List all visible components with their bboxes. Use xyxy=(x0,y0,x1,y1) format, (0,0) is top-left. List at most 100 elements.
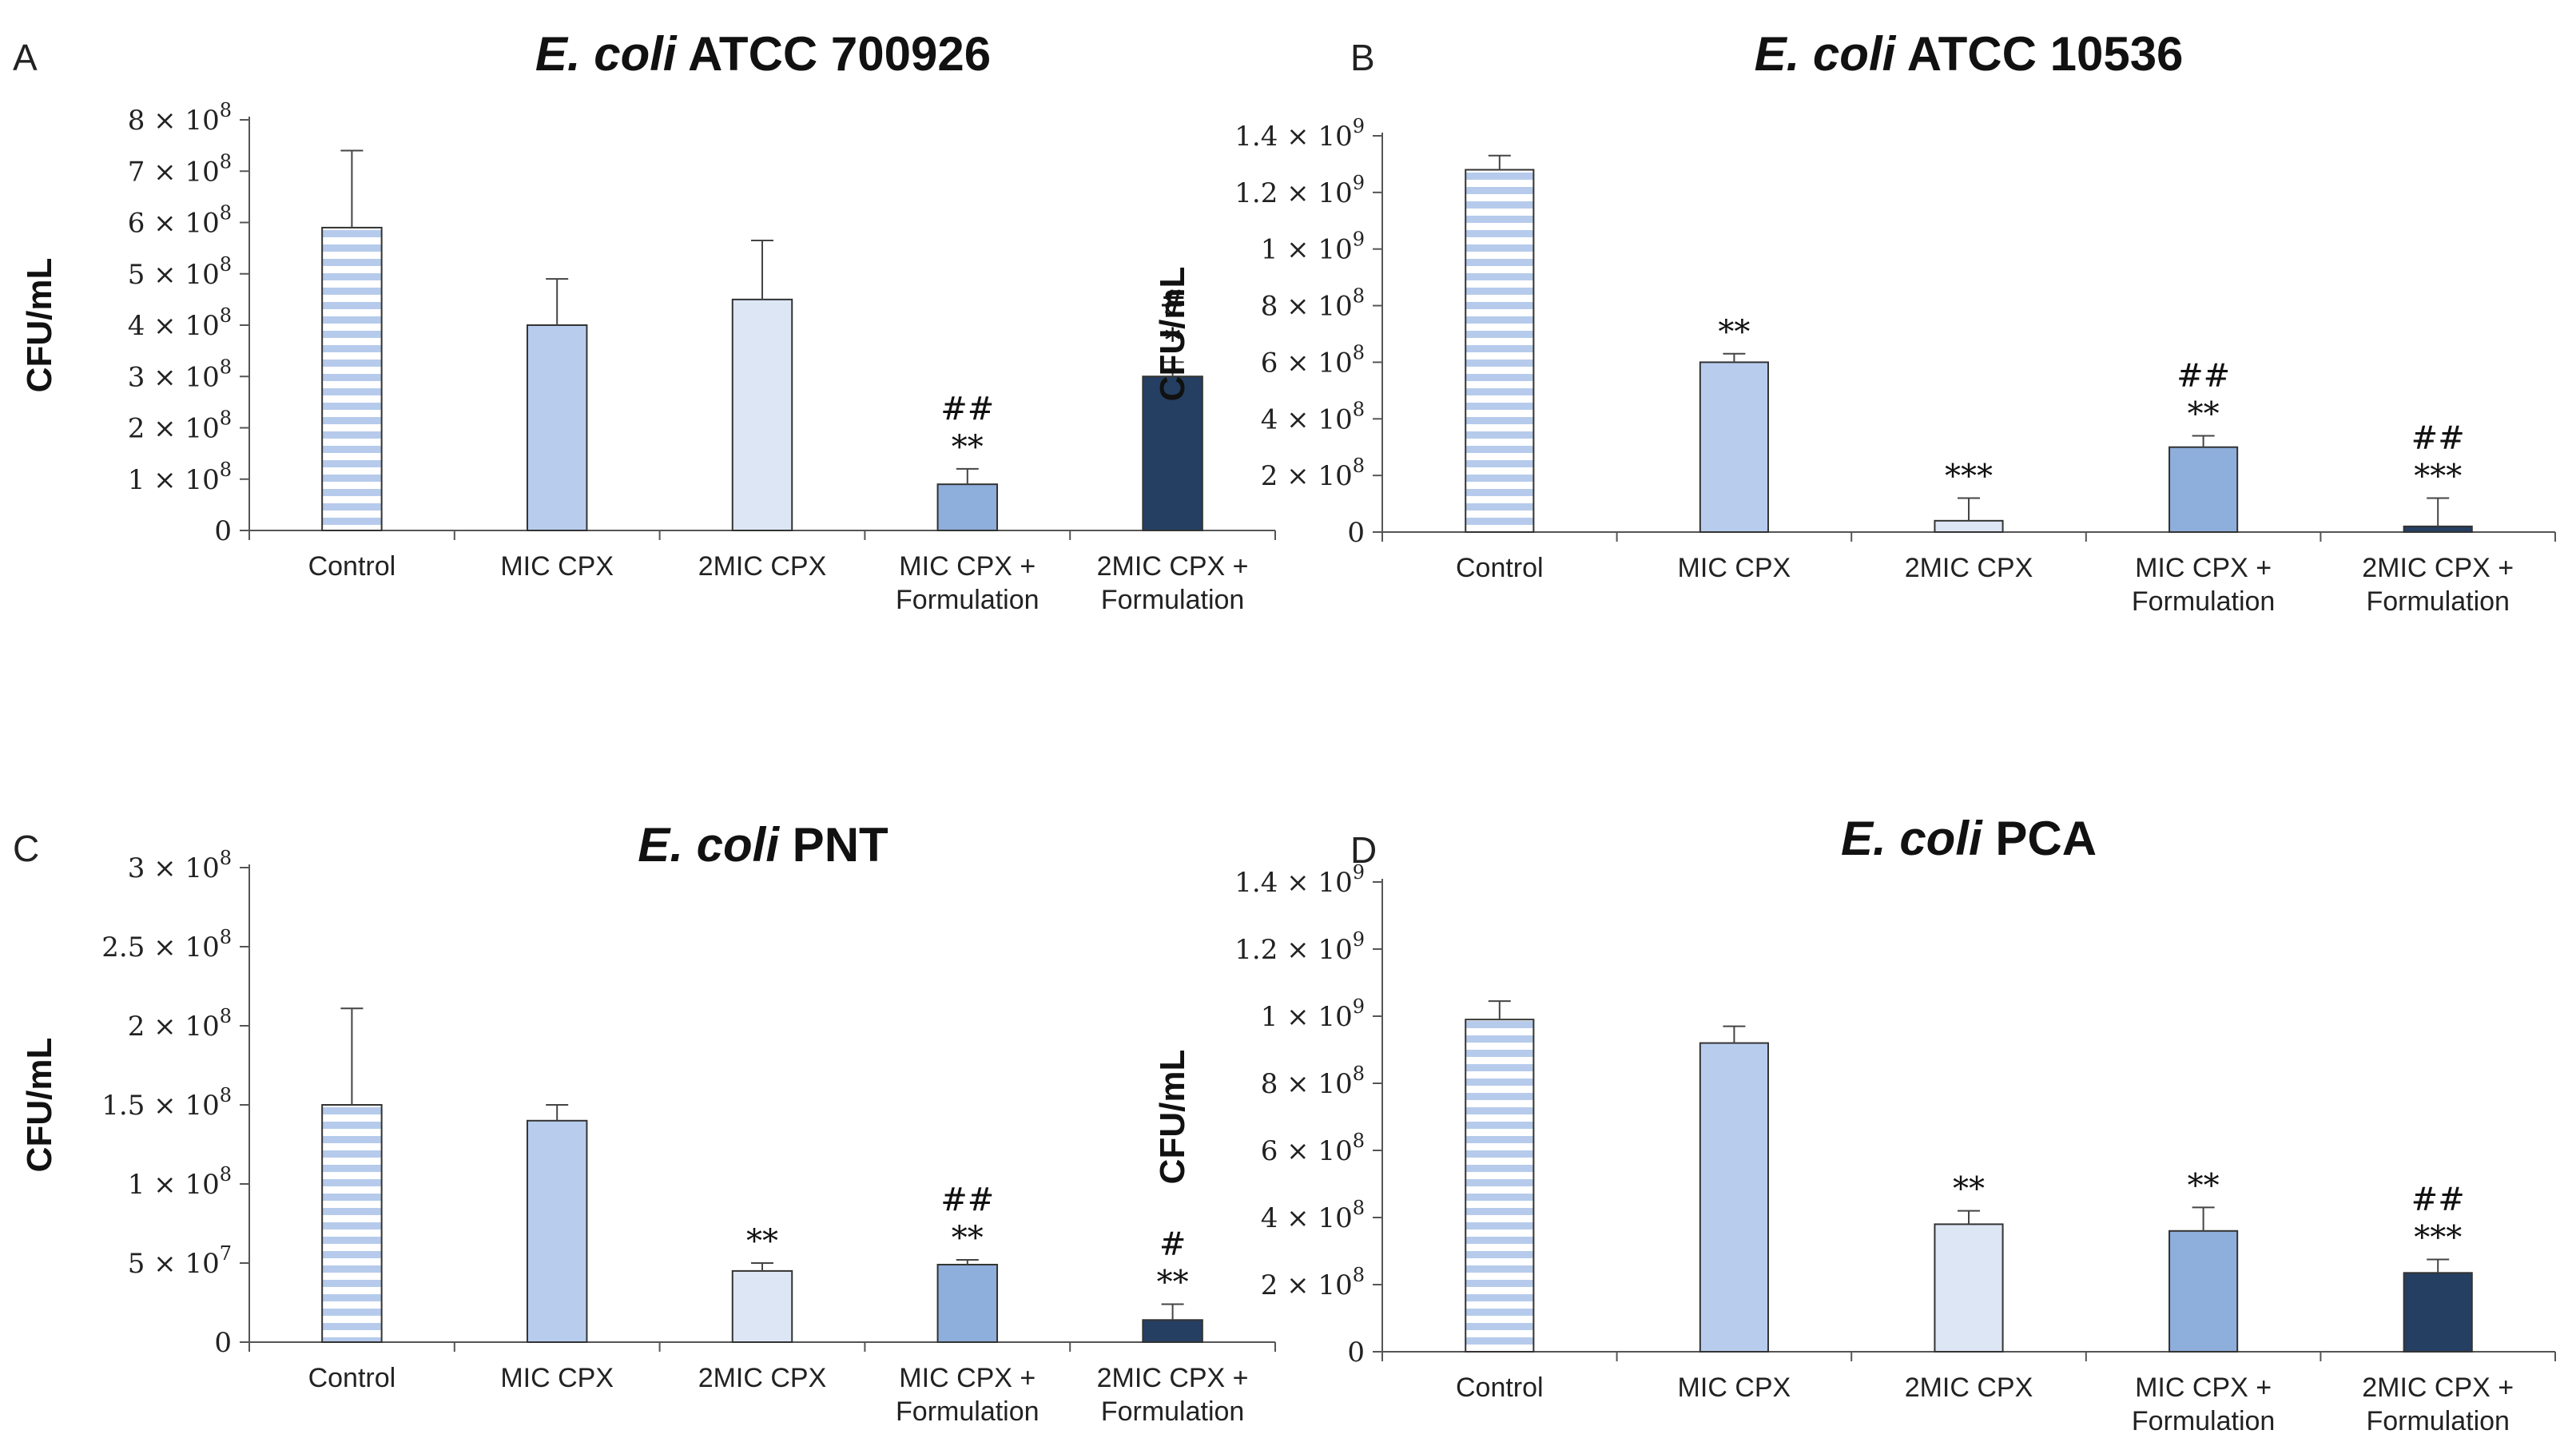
y-tick-label: 6 × 108 xyxy=(1261,1130,1365,1167)
y-axis-label-a: CFU/mL xyxy=(20,258,59,393)
chart-panel-c: C E. coli PNT CFU/mL 0 5 × 107 1 × 108 1.5 × 1… xyxy=(13,818,1276,1427)
chart-title-a: E. coli ATCC 700926 xyxy=(535,27,991,81)
significance-marker: ** xyxy=(1157,1264,1189,1301)
significance-marker: *** xyxy=(2414,458,2462,495)
chart-title-strain: ATCC 10536 xyxy=(1895,27,2183,81)
y-tick-label: 0 xyxy=(214,1327,232,1359)
significance-marker: ** xyxy=(746,1223,778,1260)
y-axis-label-b: CFU/mL xyxy=(1153,267,1192,402)
x-tick-label: 2MIC CPX + Formulation xyxy=(2362,1372,2514,1436)
y-tick-label: 8 × 108 xyxy=(1261,285,1365,323)
x-tick-label: 2MIC CPX + Formulation xyxy=(2362,553,2514,617)
x-tick-label: MIC CPX + Formulation xyxy=(2132,1372,2276,1436)
x-tick-label: Control xyxy=(308,551,396,582)
panel-letter-b: B xyxy=(1350,37,1375,78)
x-tick-label: MIC CPX xyxy=(500,551,614,582)
significance-marker: # xyxy=(1159,1226,1187,1262)
bar-control xyxy=(1465,1019,1535,1353)
y-tick-label: 8 × 108 xyxy=(128,99,232,137)
x-tick-label: Control xyxy=(308,1363,396,1393)
x-tick-label: MIC CPX + Formulation xyxy=(2132,553,2276,617)
x-tick-label: MIC CPX + Formulation xyxy=(896,1363,1040,1427)
x-tick-label: 2MIC CPX xyxy=(1905,553,2033,583)
significance-marker: ** xyxy=(1953,1171,1985,1208)
chart-panel-d: D E. coli PCA CFU/mL 0 2 × 108 4 × 108 6 × 108… xyxy=(1153,812,2556,1436)
significance-marker: * xyxy=(1165,322,1181,359)
panel-letter-c: C xyxy=(13,828,39,869)
y-tick-label: 4 × 108 xyxy=(1261,1197,1365,1234)
y-tick-label: 4 × 108 xyxy=(1261,398,1365,435)
y-tick-label: 1.4 × 109 xyxy=(1234,861,1365,899)
significance-marker: ** xyxy=(1718,314,1750,351)
y-tick-label: 1.2 × 109 xyxy=(1234,172,1365,209)
bar-2mic-cpx-formulation xyxy=(2403,1272,2473,1353)
significance-marker: *** xyxy=(1945,458,1993,495)
bar-control xyxy=(321,226,383,531)
chart-title-strain: PCA xyxy=(1982,812,2097,865)
y-tick-label: 1 × 108 xyxy=(128,459,232,496)
significance-marker: ## xyxy=(2411,419,2465,456)
y-tick-label: 2.5 × 108 xyxy=(101,926,232,963)
bar-2mic-cpx xyxy=(1934,519,2004,533)
chart-title-italic: E. coli xyxy=(535,27,678,81)
y-tick-label: 5 × 107 xyxy=(128,1242,232,1280)
y-tick-label: 7 × 108 xyxy=(128,150,232,188)
y-tick-label: 1.2 × 109 xyxy=(1234,928,1365,966)
bar-mic-cpx xyxy=(1699,1042,1769,1353)
y-tick-label: 3 × 108 xyxy=(128,847,232,884)
y-tick-label: 6 × 108 xyxy=(1261,341,1365,379)
significance-marker: # xyxy=(1159,284,1187,320)
significance-marker: ** xyxy=(952,1220,984,1257)
y-tick-label: 3 × 108 xyxy=(128,356,232,393)
y-tick-label: 1 × 109 xyxy=(1261,995,1365,1033)
chart-title-c: E. coli PNT xyxy=(638,818,888,872)
panel-letter-d: D xyxy=(1350,829,1377,871)
y-tick-label: 1.5 × 108 xyxy=(101,1084,232,1122)
chart-title-b: E. coli ATCC 10536 xyxy=(1755,27,2184,81)
significance-marker: ## xyxy=(940,1182,994,1218)
significance-marker: *** xyxy=(2414,1220,2462,1257)
significance-marker: ** xyxy=(2188,396,2220,433)
x-tick-label: 2MIC CPX xyxy=(698,551,827,582)
significance-marker: ** xyxy=(2188,1167,2220,1204)
y-tick-label: 0 xyxy=(214,515,232,547)
bar-mic-cpx-formulation xyxy=(2169,1229,2239,1353)
chart-title-d: E. coli PCA xyxy=(1841,812,2097,865)
y-tick-label: 0 xyxy=(1347,1337,1365,1369)
bar-2mic-cpx-formulation xyxy=(2403,525,2473,534)
chart-title-strain: ATCC 700926 xyxy=(677,27,992,81)
chart-title-italic: E. coli xyxy=(638,818,780,872)
y-tick-label: 6 × 108 xyxy=(128,202,232,240)
panel-letter-a: A xyxy=(13,37,38,78)
x-tick-label: 2MIC CPX + Formulation xyxy=(1097,551,1249,615)
bar-2mic-cpx-formulation xyxy=(1142,1319,1203,1344)
chart-panel-b: B E. coli ATCC 10536 CFU/mL 0 2 × 108 4 × 108… xyxy=(1153,27,2556,617)
significance-marker: ** xyxy=(952,429,984,466)
y-tick-label: 1 × 109 xyxy=(1261,228,1365,266)
y-tick-label: 2 × 108 xyxy=(128,1005,232,1043)
chart-title-italic: E. coli xyxy=(1841,812,1983,865)
chart-title-italic: E. coli xyxy=(1755,27,1897,81)
x-tick-label: Control xyxy=(1456,1372,1544,1403)
bar-mic-cpx-formulation xyxy=(2169,446,2239,534)
chart-panel-a: A E. coli ATCC 700926 CFU/mL 0 1 × 108 2 × 10… xyxy=(13,27,1276,615)
x-tick-label: MIC CPX xyxy=(1678,1372,1791,1403)
x-tick-label: 2MIC CPX xyxy=(698,1363,827,1393)
x-tick-label: MIC CPX + Formulation xyxy=(896,551,1040,615)
bar-control xyxy=(1465,169,1535,533)
significance-marker: ## xyxy=(2176,358,2230,395)
x-tick-label: 2MIC CPX + Formulation xyxy=(1097,1363,1249,1427)
y-axis-label-c: CFU/mL xyxy=(20,1038,59,1173)
y-axis-label-d: CFU/mL xyxy=(1153,1050,1192,1185)
x-tick-label: MIC CPX xyxy=(1678,553,1791,583)
chart-title-strain: PNT xyxy=(779,818,888,872)
y-tick-label: 1 × 108 xyxy=(128,1163,232,1201)
bar-2mic-cpx xyxy=(731,298,793,531)
y-tick-label: 2 × 108 xyxy=(128,407,232,445)
y-tick-label: 2 × 108 xyxy=(1261,455,1365,492)
bar-mic-cpx xyxy=(526,324,588,531)
bar-2mic-cpx xyxy=(731,1269,793,1344)
bar-mic-cpx xyxy=(1699,361,1769,533)
bar-2mic-cpx xyxy=(1934,1223,2004,1353)
